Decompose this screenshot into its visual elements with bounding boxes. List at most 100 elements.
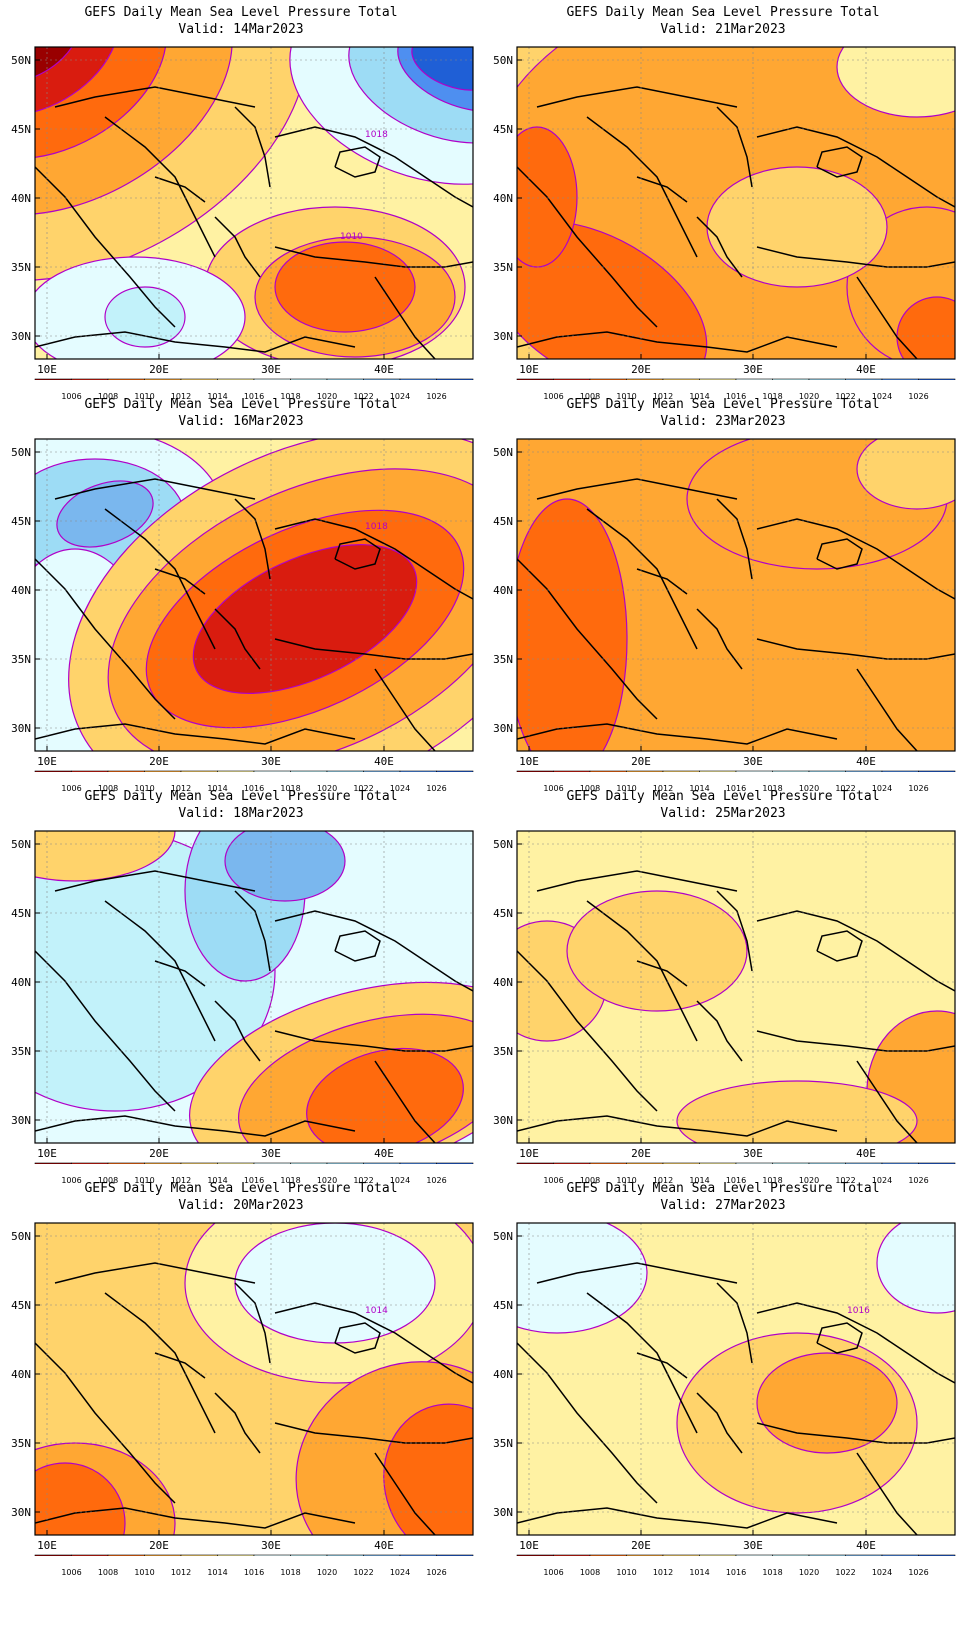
coastline-border — [816, 1322, 863, 1354]
colorbar-label: 1020 — [316, 392, 338, 401]
panel-title: GEFS Daily Mean Sea Level Pressure Total — [566, 1181, 880, 1196]
coastline-border — [35, 723, 356, 745]
colorbar-label: 1022 — [835, 784, 856, 793]
lon-tick-label: 30E — [261, 363, 281, 376]
panel-valid-date: Valid: 21Mar2023 — [660, 22, 786, 37]
lon-tick-label: 40E — [374, 1147, 394, 1160]
colorbar-swatch — [589, 770, 627, 772]
colorbar-labels: 1006 1008 1010 1012 1014 1016 1018 1020 1022 1024… — [517, 784, 955, 796]
colorbar-label: 1026 — [908, 1176, 929, 1185]
colorbar-swatch — [107, 1162, 145, 1164]
coastline-border — [716, 498, 753, 580]
coastline-border — [35, 558, 176, 720]
lon-tick-label: 10E — [519, 1147, 539, 1160]
colorbar-swatch — [626, 1554, 664, 1556]
colorbar-label: 1014 — [689, 1176, 710, 1185]
lat-tick-label: 30N — [493, 1114, 513, 1127]
colorbar-label: 1020 — [798, 784, 820, 793]
colorbar-swatch — [217, 770, 255, 772]
panel-title: GEFS Daily Mean Sea Level Pressure Total — [84, 789, 398, 804]
colorbar-swatch — [290, 378, 328, 380]
colorbar-swatch — [326, 1162, 364, 1164]
colorbar-swatch — [808, 770, 846, 772]
coastline-border — [716, 1282, 753, 1364]
pressure-contour-region — [274, 241, 416, 333]
lat-tick-label: 40N — [11, 1368, 31, 1381]
lon-tick-label: 30E — [743, 1147, 763, 1160]
colorbar-label: 1008 — [97, 1176, 119, 1185]
colorbar-swatch — [735, 1554, 773, 1556]
colorbar-swatch — [918, 378, 956, 380]
colorbar-label: 1006 — [543, 784, 564, 793]
colorbar-label: 1006 — [61, 1176, 82, 1185]
lat-tick-label: 35N — [11, 1437, 31, 1450]
lat-tick-label: 45N — [493, 515, 513, 528]
pressure-contour-region — [706, 166, 888, 288]
colorbar-label: 1010 — [616, 784, 637, 793]
colorbar-label: 1024 — [871, 1568, 893, 1577]
colorbar-label: 1012 — [170, 392, 192, 401]
coastline-border — [756, 1302, 955, 1384]
colorbar-swatch — [845, 378, 883, 380]
colorbar-labels: 1006 1008 1010 1012 1014 1016 1018 1020 1022 1024… — [35, 1568, 473, 1580]
colorbar-swatch — [217, 378, 255, 380]
coastline-border — [35, 166, 176, 328]
colorbar-swatch — [516, 1162, 554, 1164]
pressure-contour-region — [411, 47, 473, 91]
colorbar-label: 1026 — [426, 784, 447, 793]
colorbar-swatch — [808, 378, 846, 380]
lat-tick-label: 30N — [11, 330, 31, 343]
contour-label: 1014 — [365, 1306, 388, 1316]
panel-valid-date: Valid: 27Mar2023 — [660, 1198, 786, 1213]
lat-tick-label: 35N — [11, 1045, 31, 1058]
lat-tick-label: 40N — [11, 584, 31, 597]
lat-tick-label: 50N — [493, 838, 513, 851]
colorbar-swatch — [71, 770, 109, 772]
map-panel: GEFS Daily Mean Sea Level Pressure Total… — [482, 1176, 964, 1586]
colorbar-label: 1026 — [426, 1568, 447, 1577]
lon-tick-label: 30E — [743, 755, 763, 768]
colorbar-label: 1026 — [426, 392, 447, 401]
colorbar-swatch — [626, 770, 664, 772]
coastline-border — [536, 870, 738, 892]
lon-tick-label: 10E — [519, 755, 539, 768]
lat-tick-label: 45N — [493, 1299, 513, 1312]
colorbar-labels: 1006 1008 1010 1012 1014 1016 1018 1020 1022 1024… — [35, 784, 473, 796]
lon-tick-label: 40E — [856, 755, 876, 768]
colorbar-label: 1020 — [316, 784, 338, 793]
colorbar-swatch — [735, 378, 773, 380]
lon-tick-label: 20E — [631, 363, 651, 376]
pressure-contour-region — [836, 47, 955, 118]
colorbar-label: 1010 — [616, 1176, 637, 1185]
map-frame — [34, 438, 474, 752]
colorbar-swatch — [253, 770, 291, 772]
colorbar-swatch — [772, 770, 810, 772]
coastline-border — [696, 1000, 743, 1062]
colorbar-label: 1006 — [61, 784, 82, 793]
colorbar-label: 1020 — [798, 1176, 820, 1185]
coastline-border — [374, 276, 436, 359]
colorbar-label: 1026 — [908, 784, 929, 793]
colorbar — [34, 1554, 474, 1556]
lat-tick-label: 45N — [11, 1299, 31, 1312]
panel-title: GEFS Daily Mean Sea Level Pressure Total — [84, 5, 398, 20]
pressure-contour-region — [35, 47, 82, 84]
lon-tick-label: 10E — [37, 1539, 57, 1552]
colorbar-swatch — [516, 1554, 554, 1556]
colorbar-swatch — [553, 770, 591, 772]
lat-tick-label: 50N — [11, 1230, 31, 1243]
coastline-border — [816, 538, 863, 570]
colorbar — [516, 770, 956, 772]
coastline-border — [816, 146, 863, 178]
coastline-border — [586, 1292, 698, 1434]
lon-tick-label: 40E — [374, 363, 394, 376]
colorbar-swatch — [363, 378, 401, 380]
pressure-map: 50N 45N 40N 35N 30N 10E 20E 30E 40E — [11, 830, 474, 1164]
colorbar-label: 1010 — [134, 784, 155, 793]
coastline-border — [334, 1322, 381, 1354]
colorbar-label: 1016 — [725, 784, 747, 793]
pressure-map: 50N 45N 40N 35N 30N 10E 20E 30E 40E — [493, 46, 956, 380]
colorbar-swatch — [553, 1162, 591, 1164]
coastline-border — [517, 1507, 838, 1529]
colorbar-swatch — [436, 1554, 474, 1556]
